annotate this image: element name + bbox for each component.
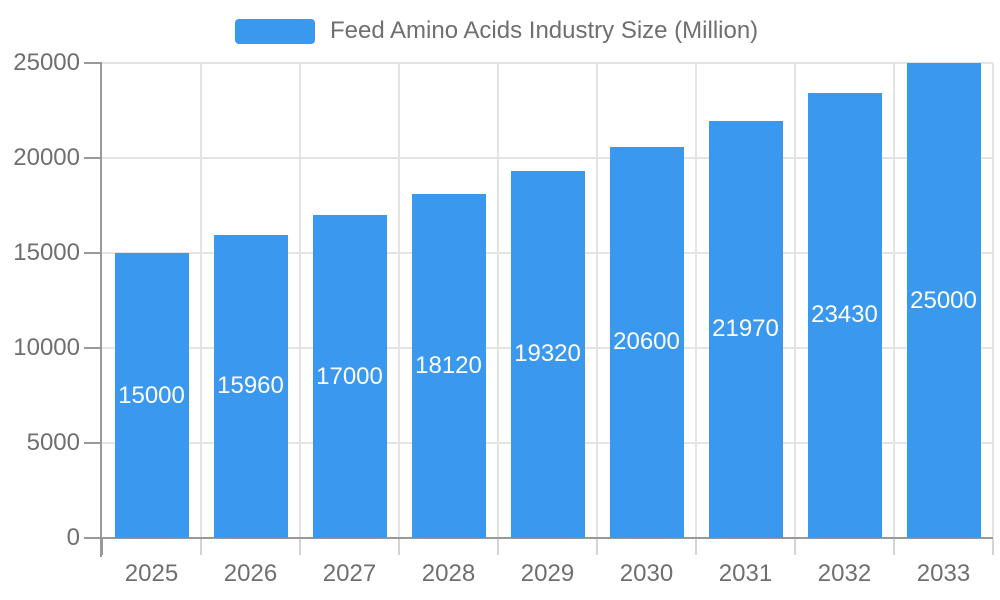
gridline-vertical	[596, 63, 598, 538]
bar-value-label: 15000	[118, 381, 185, 409]
y-axis-tick-label: 10000	[13, 334, 80, 361]
bar-value-label: 25000	[910, 286, 977, 314]
legend-swatch[interactable]	[235, 18, 315, 44]
x-axis-tick	[299, 539, 301, 555]
y-axis-tick	[84, 347, 102, 349]
bar-2029: 19320	[510, 170, 585, 538]
x-axis-tick-label: 2029	[520, 560, 575, 587]
x-axis-tick-label: 2028	[421, 560, 476, 587]
y-axis-tick	[84, 62, 102, 64]
x-axis-tick-label: 2030	[619, 560, 674, 587]
x-axis-tick	[794, 539, 796, 555]
x-axis-tick	[992, 539, 994, 555]
bar-2025: 15000	[114, 253, 189, 538]
bar-value-label: 18120	[415, 351, 482, 379]
y-axis-line	[100, 63, 102, 557]
bar-2030: 20600	[609, 146, 684, 538]
bar-value-label: 19320	[514, 340, 581, 368]
x-axis-tick-label: 2033	[916, 560, 971, 587]
bar-2031: 21970	[708, 120, 783, 538]
x-axis-tick-label: 2032	[817, 560, 872, 587]
y-axis-tick-label: 20000	[13, 144, 80, 171]
gridline-horizontal	[102, 62, 993, 64]
y-axis-tick-label: 15000	[13, 239, 80, 266]
gridline-vertical	[299, 63, 301, 538]
gridline-vertical	[497, 63, 499, 538]
legend-label[interactable]: Feed Amino Acids Industry Size (Million)	[330, 17, 759, 44]
gridline-vertical	[893, 63, 895, 538]
y-axis-tick	[84, 252, 102, 254]
y-axis-tick	[84, 442, 102, 444]
x-axis-tick-label: 2026	[223, 560, 278, 587]
y-axis-tick-label: 25000	[13, 49, 80, 76]
gridline-vertical	[200, 63, 202, 538]
gridline-vertical	[992, 63, 994, 538]
bar-2027: 17000	[312, 215, 387, 538]
bar-2032: 23430	[807, 92, 882, 538]
x-axis-line	[102, 537, 993, 539]
bar-value-label: 21970	[712, 315, 779, 343]
y-axis-tick	[84, 537, 102, 539]
x-axis-tick-label: 2025	[124, 560, 179, 587]
x-axis-tick	[596, 539, 598, 555]
x-axis-tick	[200, 539, 202, 555]
bar-value-label: 15960	[217, 372, 284, 400]
x-axis-tick-label: 2031	[718, 560, 773, 587]
x-axis-tick	[398, 539, 400, 555]
x-axis-tick	[497, 539, 499, 555]
x-axis-tick	[101, 539, 103, 555]
gridline-horizontal	[102, 157, 993, 159]
bar-2026: 15960	[213, 234, 288, 538]
x-axis-tick-label: 2027	[322, 560, 377, 587]
legend[interactable]: Feed Amino Acids Industry Size (Million)	[235, 17, 758, 45]
x-axis-tick	[695, 539, 697, 555]
gridline-vertical	[398, 63, 400, 538]
gridline-vertical	[794, 63, 796, 538]
y-axis-tick-label: 0	[66, 524, 80, 551]
bar-2033: 25000	[906, 63, 981, 538]
y-axis-tick	[84, 157, 102, 159]
bar-2028: 18120	[411, 193, 486, 538]
y-axis-tick-label: 5000	[26, 429, 80, 456]
bar-value-label: 23430	[811, 301, 878, 329]
bar-value-label: 17000	[316, 362, 383, 390]
x-axis-tick	[893, 539, 895, 555]
bar-value-label: 20600	[613, 328, 680, 356]
gridline-vertical	[695, 63, 697, 538]
